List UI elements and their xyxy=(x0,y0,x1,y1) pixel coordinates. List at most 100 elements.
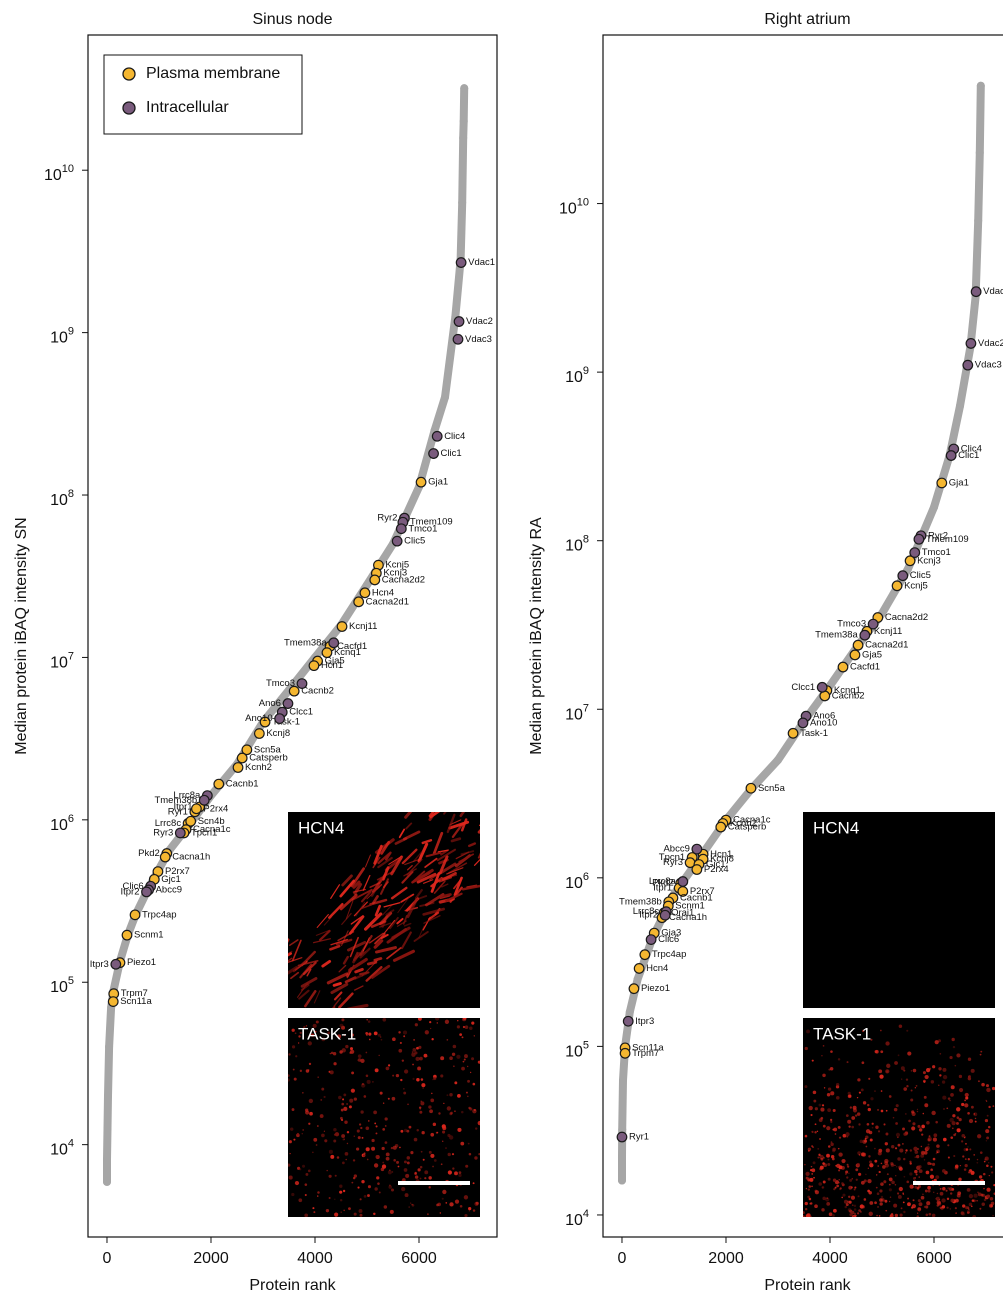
inset-texture xyxy=(829,1212,833,1216)
inset-texture xyxy=(431,1038,433,1040)
inset-texture xyxy=(811,1166,813,1168)
inset-texture xyxy=(429,1021,431,1023)
inset-texture xyxy=(419,1057,423,1061)
inset-texture xyxy=(940,1053,942,1055)
inset-texture xyxy=(952,1128,954,1130)
inset-texture xyxy=(953,1155,955,1157)
inset-texture xyxy=(430,1099,434,1103)
inset-texture xyxy=(805,1047,808,1050)
inset-texture xyxy=(344,1120,347,1123)
highlighted-protein xyxy=(199,795,209,805)
inset-texture xyxy=(420,1178,422,1180)
inset-background xyxy=(803,1018,995,1217)
inset-texture xyxy=(893,1204,897,1208)
y-tick-exponent: 6 xyxy=(68,813,74,825)
inset-texture xyxy=(854,1208,857,1211)
inset-texture xyxy=(827,1093,830,1096)
inset-texture xyxy=(921,1125,925,1129)
page: Sinus nodeProtein rankMedian protein iBA… xyxy=(0,0,1003,1295)
inset-texture xyxy=(452,1167,454,1169)
inset-texture xyxy=(479,790,485,805)
inset-texture xyxy=(473,1083,476,1086)
inset-texture xyxy=(811,1186,813,1188)
inset-texture xyxy=(373,1110,377,1114)
inset-texture xyxy=(949,1056,952,1059)
inset-texture xyxy=(334,1213,338,1217)
inset-texture xyxy=(846,1114,849,1117)
protein-label: Vdac2 xyxy=(978,338,1003,349)
inset-texture xyxy=(899,1148,903,1152)
highlighted-protein xyxy=(233,763,243,773)
inset-texture xyxy=(942,1068,946,1072)
inset-background xyxy=(288,1018,480,1217)
inset-texture xyxy=(986,1100,987,1101)
inset-texture xyxy=(368,1020,371,1023)
inset-texture xyxy=(504,821,519,833)
inset-texture xyxy=(841,1159,845,1163)
inset-texture xyxy=(418,1017,422,1021)
inset-texture xyxy=(316,1144,318,1146)
inset-texture xyxy=(854,1213,856,1215)
inset-texture xyxy=(292,1108,295,1111)
inset-texture xyxy=(309,1099,313,1103)
y-tick-label: 107 xyxy=(565,702,589,723)
y-axis-label: Median protein iBAQ intensity SN xyxy=(13,517,30,754)
inset-texture xyxy=(937,1193,938,1194)
inset-texture xyxy=(432,1166,434,1168)
inset-texture xyxy=(272,953,291,963)
inset-texture xyxy=(320,1007,335,1017)
inset-texture xyxy=(417,1066,421,1070)
highlighted-protein xyxy=(354,597,364,607)
inset-texture xyxy=(459,756,464,766)
inset-texture xyxy=(861,1088,864,1091)
inset-texture xyxy=(975,1121,977,1123)
inset-texture xyxy=(329,1197,331,1199)
x-tick-label: 2000 xyxy=(193,1250,229,1267)
highlighted-protein xyxy=(660,910,670,920)
highlighted-protein xyxy=(629,984,639,994)
highlighted-protein xyxy=(620,1048,630,1058)
protein-label: Tmco1 xyxy=(922,547,951,558)
inset-texture xyxy=(424,1170,428,1174)
y-tick-label: 105 xyxy=(50,975,74,996)
highlighted-protein xyxy=(108,997,118,1007)
inset-texture xyxy=(854,1205,856,1207)
inset-texture xyxy=(949,1100,950,1101)
inset-texture xyxy=(851,1211,855,1215)
inset-texture xyxy=(357,1186,359,1188)
inset-texture xyxy=(465,1025,469,1029)
inset-texture xyxy=(396,1161,399,1164)
inset-texture xyxy=(351,1089,355,1093)
inset-texture xyxy=(429,796,445,809)
inset-texture xyxy=(367,1080,371,1084)
protein-point xyxy=(976,149,984,157)
inset-texture xyxy=(845,1171,848,1174)
panel: Right atriumProtein rankMedian protein i… xyxy=(528,11,1003,1294)
protein-label: Ryr2 xyxy=(377,513,397,524)
inset-texture xyxy=(430,1028,431,1029)
inset-texture xyxy=(899,1024,902,1027)
inset-texture xyxy=(408,1206,410,1208)
inset-texture xyxy=(436,1132,438,1134)
inset-texture xyxy=(473,1209,475,1211)
inset-texture xyxy=(833,1109,836,1112)
inset-background xyxy=(803,812,995,1008)
inset-texture xyxy=(881,1183,882,1184)
inset-texture xyxy=(986,1136,989,1139)
inset-texture xyxy=(354,1135,355,1136)
inset-texture xyxy=(333,1140,336,1143)
inset-texture xyxy=(986,1194,990,1198)
inset-texture xyxy=(388,1064,390,1066)
inset-texture xyxy=(287,1078,290,1081)
inset-texture xyxy=(855,1114,857,1116)
inset-texture xyxy=(950,1136,953,1139)
inset-texture xyxy=(986,1140,987,1141)
protein-label: Gja5 xyxy=(862,649,882,660)
inset-texture xyxy=(407,1161,410,1164)
inset-texture xyxy=(921,1134,923,1136)
inset-texture xyxy=(389,1184,391,1186)
highlighted-protein xyxy=(456,258,466,268)
inset-texture xyxy=(360,1110,363,1113)
protein-label: Ryr3 xyxy=(663,857,683,868)
highlighted-protein xyxy=(746,783,756,793)
